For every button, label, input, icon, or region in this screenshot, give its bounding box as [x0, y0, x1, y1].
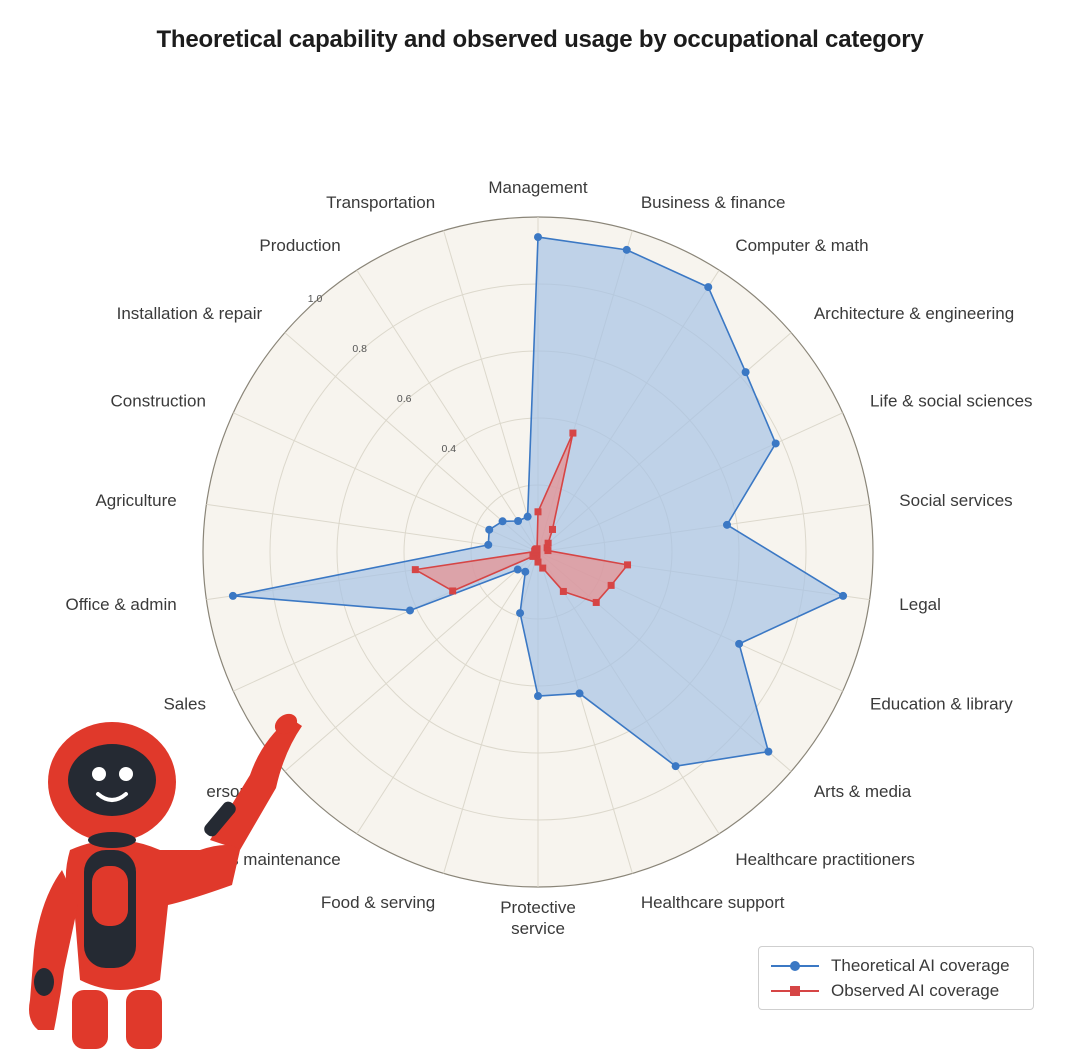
category-label: nds maintenance [211, 850, 340, 869]
grid-spoke [284, 332, 539, 553]
grid-spoke [356, 269, 539, 553]
theoretical-point [523, 512, 532, 521]
theoretical-point [671, 762, 680, 771]
category-label: Transportation [326, 193, 435, 212]
category-label: Computer & math [735, 236, 868, 255]
legend-label: Theoretical AI coverage [831, 956, 1010, 975]
grid-spoke [356, 551, 539, 835]
theoretical-point [622, 245, 631, 254]
category-label: Sales [163, 695, 206, 714]
theoretical-point [534, 233, 542, 242]
observed-point [544, 539, 552, 547]
theoretical-point [741, 368, 750, 377]
theoretical-point [516, 609, 525, 618]
category-label: Arts & media [814, 782, 912, 801]
category-label: Legal [899, 595, 941, 614]
category-label: Social services [899, 491, 1012, 510]
category-label: Management [488, 178, 588, 197]
radial-tick-label: 1.0 [308, 293, 323, 305]
category-label: Healthcare support [641, 893, 785, 912]
grid-spoke [443, 230, 539, 553]
theoretical-point [575, 689, 584, 698]
theoretical-point [764, 747, 773, 756]
category-label: Business & finance [641, 193, 786, 212]
theoretical-point [771, 439, 780, 448]
radial-tick-label: 0.6 [397, 393, 412, 405]
theoretical-point [484, 540, 493, 549]
category-label: Healthcare practitioners [735, 850, 915, 869]
theoretical-point [839, 591, 848, 600]
observed-point [624, 561, 632, 569]
observed-point [544, 547, 552, 555]
theoretical-point [735, 639, 744, 648]
theoretical-point [723, 520, 732, 529]
theoretical-point [406, 606, 415, 615]
category-labels: Management Business & finance Computer & m… [66, 178, 1033, 938]
observed-point [411, 566, 419, 574]
category-label: Education & library [870, 695, 1013, 714]
theoretical-point [485, 525, 494, 534]
observed-point [534, 558, 542, 566]
observed-point [539, 564, 547, 572]
pointing-robot-icon [29, 713, 302, 1049]
theoretical-point [513, 565, 522, 574]
category-label: Installation & repair [117, 304, 263, 323]
chart-title: Theoretical capability and observed usag… [156, 26, 924, 53]
category-label: Construction [111, 391, 206, 410]
theoretical-point [534, 692, 542, 701]
theoretical-point [704, 283, 713, 292]
legend-label: Observed AI coverage [831, 981, 1000, 1000]
theoretical-point [521, 567, 530, 576]
observed-point [607, 581, 615, 589]
legend-swatch-circle [771, 959, 819, 973]
category-label: Life & social sciences [870, 391, 1033, 410]
series-observed [411, 429, 632, 606]
chart-legend: Theoretical AI coverage Observed AI cove… [758, 946, 1034, 1010]
category-label: Architecture & engineering [814, 304, 1014, 323]
theoretical-point [514, 516, 523, 525]
observed-point [592, 598, 600, 606]
legend-entry-theoretical: Theoretical AI coverage [771, 954, 1010, 978]
legend-swatch-square [771, 984, 819, 998]
observed-point [569, 429, 577, 437]
grid-spoke [284, 551, 539, 772]
radial-tick-label: 0.8 [352, 343, 367, 355]
observed-point [529, 552, 537, 560]
radial-tick-label: 0.4 [442, 443, 457, 455]
observed-point [534, 508, 542, 516]
legend-entry-observed: Observed AI coverage [771, 979, 999, 1003]
theoretical-point [498, 517, 507, 526]
category-label: Protective service [500, 898, 576, 938]
observed-point [548, 525, 556, 533]
category-label: Office & admin [66, 595, 177, 614]
category-label: Food & serving [321, 893, 435, 912]
category-label: Production [259, 236, 340, 255]
radial-tick-labels: 0.4 0.6 0.8 1.0 [308, 293, 457, 455]
observed-point [533, 545, 541, 553]
observed-point [559, 587, 567, 595]
category-label: Agriculture [95, 491, 176, 510]
grid-spoke [206, 503, 539, 553]
theoretical-point [228, 591, 237, 600]
series-theoretical [228, 233, 848, 771]
observed-point [449, 587, 457, 595]
